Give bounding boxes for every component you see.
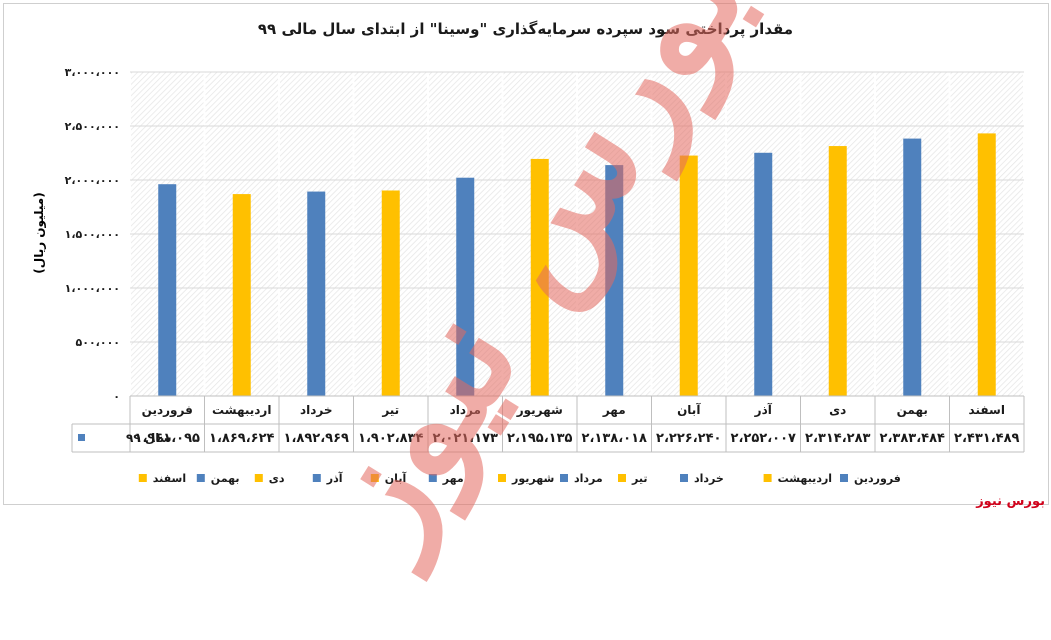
y-tick-label: ۰	[113, 390, 120, 403]
legend-label: مهر	[442, 472, 464, 485]
legend-swatch	[560, 474, 568, 482]
legend-label: خرداد	[694, 472, 724, 485]
x-tick-label: شهریور	[516, 403, 563, 418]
bar	[456, 177, 475, 396]
x-tick-label: دی	[829, 403, 846, 417]
bar	[307, 191, 326, 396]
bar	[754, 152, 773, 396]
legend-label: مرداد	[574, 472, 603, 485]
x-tick-label: مرداد	[450, 403, 481, 417]
data-label: ۱،۸۶۹،۶۲۴	[209, 431, 274, 446]
table-series-label: سال ۹۹	[126, 431, 172, 445]
data-label: ۲،۲۲۶،۲۴۰	[656, 431, 721, 446]
bar	[530, 158, 549, 396]
legend-label: تیر	[631, 472, 647, 485]
bar	[381, 190, 400, 396]
table-series-swatch	[78, 434, 85, 441]
bar	[232, 194, 251, 396]
x-tick-label: آبان	[677, 402, 701, 417]
legend-label: آبان	[385, 471, 407, 485]
legend-swatch	[498, 474, 506, 482]
y-tick-label: ۳،۰۰۰،۰۰۰	[65, 66, 120, 79]
bar	[158, 184, 177, 396]
data-label: ۲،۰۲۱،۱۷۳	[433, 431, 498, 446]
x-tick-label: تیر	[381, 403, 399, 417]
x-tick-label: اسفند	[969, 403, 1005, 417]
legend-label: بهمن	[211, 472, 240, 485]
y-tick-label: ۱،۵۰۰،۰۰۰	[65, 228, 120, 241]
data-label: ۱،۸۹۲،۹۶۹	[284, 431, 349, 446]
legend-swatch	[312, 474, 321, 482]
legend-label: شهریور	[511, 472, 554, 485]
x-tick-label: فروردین	[142, 403, 193, 418]
chart-canvas: ۰ ۵۰۰،۰۰۰ ۱،۰۰۰،۰۰۰ ۱،۵۰۰،۰۰۰ ۲،۰۰۰،۰۰۰ ۲،۵۰۰…	[65, 66, 1025, 485]
chart-title: مقدار پرداختی سود سپرده سرمایه‌گذاری "وس…	[257, 20, 794, 38]
bar	[679, 155, 698, 396]
data-label: ۲،۳۸۳،۴۸۴	[880, 431, 945, 446]
x-tick-label: خرداد	[300, 403, 333, 417]
x-tick-label: بهمن	[897, 403, 928, 417]
legend-swatch	[840, 474, 848, 482]
source-label: بورس نیوز	[976, 494, 1045, 509]
bar	[828, 146, 847, 396]
legend-swatch	[196, 474, 205, 482]
legend-swatch	[370, 474, 379, 482]
data-label: ۲،۲۵۲،۰۰۷	[731, 431, 796, 446]
y-tick-label: ۵۰۰،۰۰۰	[76, 336, 120, 349]
legend-swatch	[763, 474, 772, 482]
bar	[605, 165, 624, 396]
legend-label: دی	[269, 472, 285, 485]
y-tick-label: ۲،۰۰۰،۰۰۰	[65, 174, 120, 187]
legend-swatch	[254, 474, 263, 482]
legend-swatch	[138, 474, 147, 482]
x-tick-label: آذر	[754, 402, 773, 417]
data-label: ۲،۱۹۵،۱۳۵	[507, 431, 572, 446]
data-label: ۲،۱۳۸،۰۱۸	[582, 431, 647, 446]
x-tick-label: اردیبهشت	[212, 403, 271, 417]
legend-label: فروردین	[854, 472, 901, 485]
data-label: ۱،۹۶۱،۰۹۵	[135, 431, 200, 446]
legend-swatch	[618, 474, 626, 482]
x-tick-label: مهر	[602, 403, 626, 417]
legend-swatch	[680, 474, 688, 482]
legend-swatch	[428, 474, 437, 482]
legend-label: اسفند	[153, 472, 186, 485]
data-label: ۲،۳۱۴،۲۸۳	[805, 431, 870, 446]
legend-label: اردیبهشت	[778, 472, 832, 485]
bar	[977, 133, 996, 397]
data-label: ۱،۹۰۲،۸۳۴	[358, 431, 423, 446]
y-tick-label: ۲،۵۰۰،۰۰۰	[65, 120, 120, 133]
legend-label: آذر	[326, 471, 343, 485]
data-label: ۲،۴۳۱،۴۸۹	[954, 431, 1019, 446]
y-tick-label: ۱،۰۰۰،۰۰۰	[65, 282, 120, 295]
bar	[903, 138, 922, 396]
